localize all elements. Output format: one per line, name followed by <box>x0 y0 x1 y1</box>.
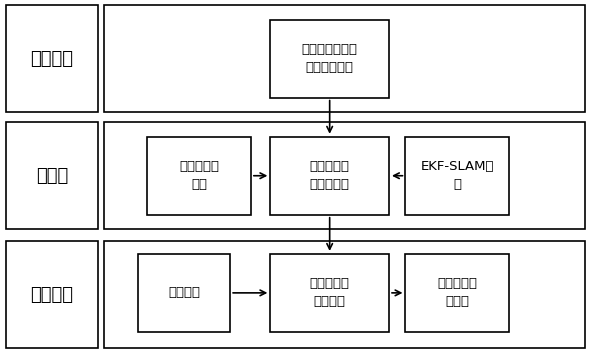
Text: 无人机运动
与测量模块: 无人机运动 与测量模块 <box>309 160 350 191</box>
Bar <box>6 122 98 229</box>
Bar <box>104 5 585 112</box>
Bar <box>405 137 509 215</box>
Text: 电力杆塔: 电力杆塔 <box>30 50 74 67</box>
Text: 无人机数据
处理模块: 无人机数据 处理模块 <box>309 277 350 308</box>
Text: 点云数据: 点云数据 <box>168 286 200 299</box>
Text: 杆塔模型重
建模块: 杆塔模型重 建模块 <box>437 277 478 308</box>
Text: 电力杆塔结构模
型数据库模块: 电力杆塔结构模 型数据库模块 <box>302 43 358 74</box>
Bar <box>6 241 98 348</box>
Bar <box>270 254 389 332</box>
Text: 传感器数据
采集: 传感器数据 采集 <box>179 160 219 191</box>
Bar <box>270 137 389 215</box>
Text: EKF-SLAM算
法: EKF-SLAM算 法 <box>421 160 494 191</box>
Text: 无人机: 无人机 <box>36 167 68 185</box>
Text: 数据处理: 数据处理 <box>30 286 74 304</box>
Bar <box>104 122 585 229</box>
Bar <box>6 5 98 112</box>
Bar <box>104 241 585 348</box>
Bar <box>147 137 251 215</box>
Bar <box>138 254 230 332</box>
Bar <box>405 254 509 332</box>
Bar <box>270 20 389 98</box>
